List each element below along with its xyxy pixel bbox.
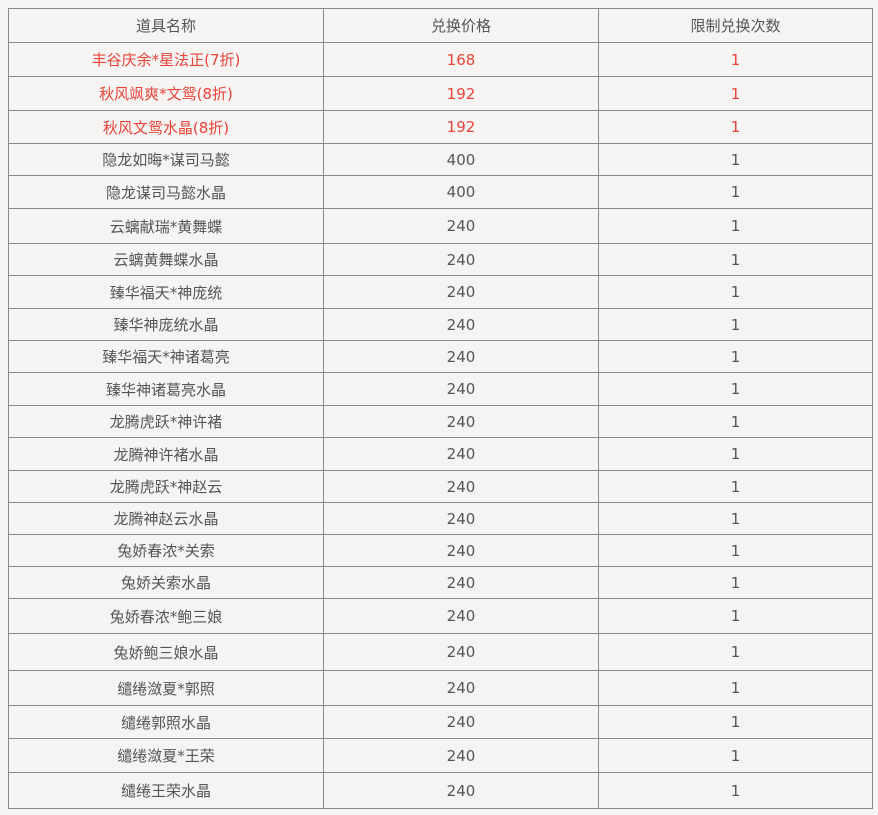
cell-item-name: 缱绻郭照水晶: [8, 705, 324, 739]
table-row: 隐龙谋司马懿水晶 400 1: [8, 175, 873, 209]
table-row: 龙腾虎跃*神赵云 240 1: [8, 470, 873, 503]
cell-price: 400: [323, 143, 599, 176]
cell-limit: 1: [598, 340, 873, 373]
cell-item-name: 秋风文鸳水晶(8折): [8, 110, 324, 144]
cell-limit: 1: [598, 372, 873, 406]
cell-item-name: 秋风飒爽*文鸳(8折): [8, 76, 324, 111]
cell-price: 240: [323, 633, 599, 671]
table-row: 兔娇鲍三娘水晶 240 1: [8, 633, 873, 671]
cell-item-name: 缱绻潋夏*王荣: [8, 738, 324, 773]
cell-price: 192: [323, 76, 599, 111]
cell-limit: 1: [598, 705, 873, 739]
cell-price: 400: [323, 175, 599, 209]
cell-limit: 1: [598, 437, 873, 471]
cell-item-name: 兔娇春浓*鲍三娘: [8, 598, 324, 634]
table-row: 云螭黄舞蝶水晶 240 1: [8, 243, 873, 276]
cell-price: 240: [323, 340, 599, 373]
table-header-row: 道具名称 兑换价格 限制兑换次数: [8, 8, 873, 43]
cell-limit: 1: [598, 670, 873, 706]
table-row: 兔娇春浓*鲍三娘 240 1: [8, 598, 873, 634]
cell-item-name: 隐龙谋司马懿水晶: [8, 175, 324, 209]
cell-limit: 1: [598, 208, 873, 244]
cell-limit: 1: [598, 243, 873, 276]
table-row: 龙腾神赵云水晶 240 1: [8, 502, 873, 535]
cell-item-name: 臻华神诸葛亮水晶: [8, 372, 324, 406]
header-price: 兑换价格: [323, 8, 599, 43]
cell-item-name: 龙腾神许褚水晶: [8, 437, 324, 471]
cell-item-name: 云螭黄舞蝶水晶: [8, 243, 324, 276]
cell-price: 240: [323, 670, 599, 706]
cell-limit: 1: [598, 405, 873, 438]
cell-price: 240: [323, 705, 599, 739]
cell-limit: 1: [598, 42, 873, 77]
cell-item-name: 龙腾虎跃*神许褚: [8, 405, 324, 438]
cell-price: 240: [323, 738, 599, 773]
cell-limit: 1: [598, 175, 873, 209]
table-row: 龙腾虎跃*神许褚 240 1: [8, 405, 873, 438]
cell-limit: 1: [598, 633, 873, 671]
cell-item-name: 龙腾神赵云水晶: [8, 502, 324, 535]
cell-item-name: 兔娇春浓*关索: [8, 534, 324, 567]
cell-limit: 1: [598, 76, 873, 111]
cell-limit: 1: [598, 534, 873, 567]
header-item-name: 道具名称: [8, 8, 324, 43]
table-row: 臻华福天*神诸葛亮 240 1: [8, 340, 873, 373]
cell-price: 240: [323, 772, 599, 809]
cell-item-name: 臻华福天*神庞统: [8, 275, 324, 309]
cell-item-name: 丰谷庆余*星法正(7折): [8, 42, 324, 77]
cell-limit: 1: [598, 566, 873, 599]
cell-price: 240: [323, 405, 599, 438]
cell-item-name: 臻华福天*神诸葛亮: [8, 340, 324, 373]
cell-limit: 1: [598, 143, 873, 176]
table-row: 臻华神庞统水晶 240 1: [8, 308, 873, 341]
table-row: 缱绻郭照水晶 240 1: [8, 705, 873, 739]
cell-price: 240: [323, 534, 599, 567]
cell-price: 240: [323, 598, 599, 634]
cell-price: 240: [323, 470, 599, 503]
cell-item-name: 兔娇鲍三娘水晶: [8, 633, 324, 671]
table-row: 缱绻王荣水晶 240 1: [8, 772, 873, 809]
cell-price: 240: [323, 372, 599, 406]
table-row: 龙腾神许褚水晶 240 1: [8, 437, 873, 471]
cell-limit: 1: [598, 275, 873, 309]
cell-price: 240: [323, 243, 599, 276]
cell-item-name: 龙腾虎跃*神赵云: [8, 470, 324, 503]
cell-item-name: 兔娇关索水晶: [8, 566, 324, 599]
cell-limit: 1: [598, 772, 873, 809]
exchange-table: 道具名称 兑换价格 限制兑换次数 丰谷庆余*星法正(7折) 168 1 秋风飒爽*文鸳…: [8, 8, 873, 809]
table-row: 缱绻潋夏*郭照 240 1: [8, 670, 873, 706]
cell-limit: 1: [598, 308, 873, 341]
table-row: 兔娇春浓*关索 240 1: [8, 534, 873, 567]
cell-limit: 1: [598, 470, 873, 503]
cell-price: 240: [323, 208, 599, 244]
cell-price: 240: [323, 275, 599, 309]
table-row: 秋风文鸳水晶(8折) 192 1: [8, 110, 873, 144]
cell-price: 240: [323, 308, 599, 341]
table-row: 臻华福天*神庞统 240 1: [8, 275, 873, 309]
table-row: 隐龙如晦*谋司马懿 400 1: [8, 143, 873, 176]
cell-limit: 1: [598, 738, 873, 773]
cell-limit: 1: [598, 110, 873, 144]
cell-price: 240: [323, 437, 599, 471]
cell-item-name: 隐龙如晦*谋司马懿: [8, 143, 324, 176]
table-row: 丰谷庆余*星法正(7折) 168 1: [8, 42, 873, 77]
cell-item-name: 臻华神庞统水晶: [8, 308, 324, 341]
table-row: 秋风飒爽*文鸳(8折) 192 1: [8, 76, 873, 111]
table-row: 缱绻潋夏*王荣 240 1: [8, 738, 873, 773]
cell-limit: 1: [598, 598, 873, 634]
header-limit: 限制兑换次数: [598, 8, 873, 43]
cell-item-name: 云螭献瑞*黄舞蝶: [8, 208, 324, 244]
cell-item-name: 缱绻王荣水晶: [8, 772, 324, 809]
cell-price: 240: [323, 566, 599, 599]
cell-price: 240: [323, 502, 599, 535]
table-row: 臻华神诸葛亮水晶 240 1: [8, 372, 873, 406]
cell-price: 168: [323, 42, 599, 77]
cell-limit: 1: [598, 502, 873, 535]
cell-item-name: 缱绻潋夏*郭照: [8, 670, 324, 706]
cell-price: 192: [323, 110, 599, 144]
table-row: 兔娇关索水晶 240 1: [8, 566, 873, 599]
table-row: 云螭献瑞*黄舞蝶 240 1: [8, 208, 873, 244]
